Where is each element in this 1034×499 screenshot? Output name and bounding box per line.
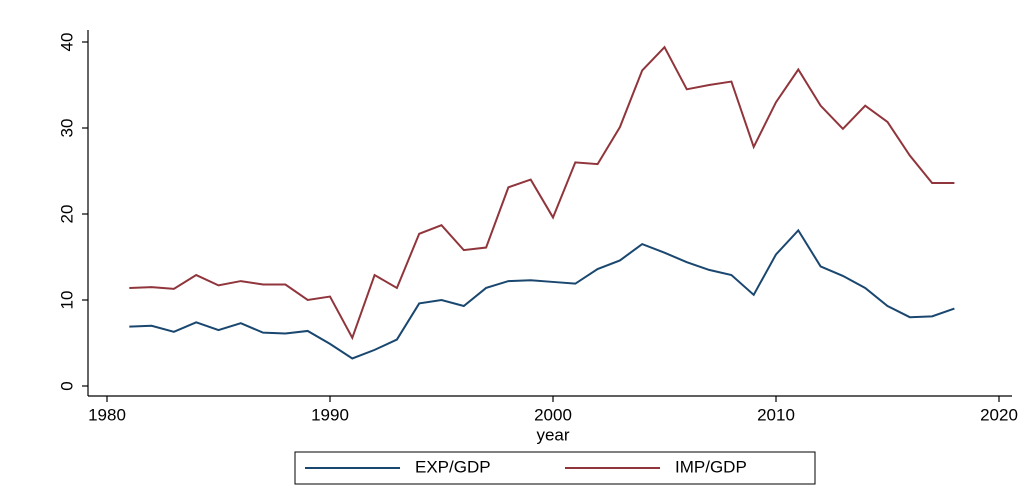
x-tick-label: 1990 [311,405,349,424]
y-tick-label: 0 [57,381,76,390]
y-tick-label: 30 [57,119,76,138]
line-series [129,45,955,341]
y-tick-label: 20 [57,205,76,224]
x-axis-label: year [536,425,569,444]
y-tick-label: 40 [57,33,76,52]
legend-label: EXP/GDP [415,457,491,476]
line-series [129,228,955,360]
x-tick-label: 2000 [534,405,572,424]
x-tick-label: 2020 [980,405,1018,424]
y-tick-label: 10 [57,291,76,310]
x-tick-label: 2010 [757,405,795,424]
legend-label: IMP/GDP [675,457,747,476]
x-tick-label: 1980 [88,405,126,424]
